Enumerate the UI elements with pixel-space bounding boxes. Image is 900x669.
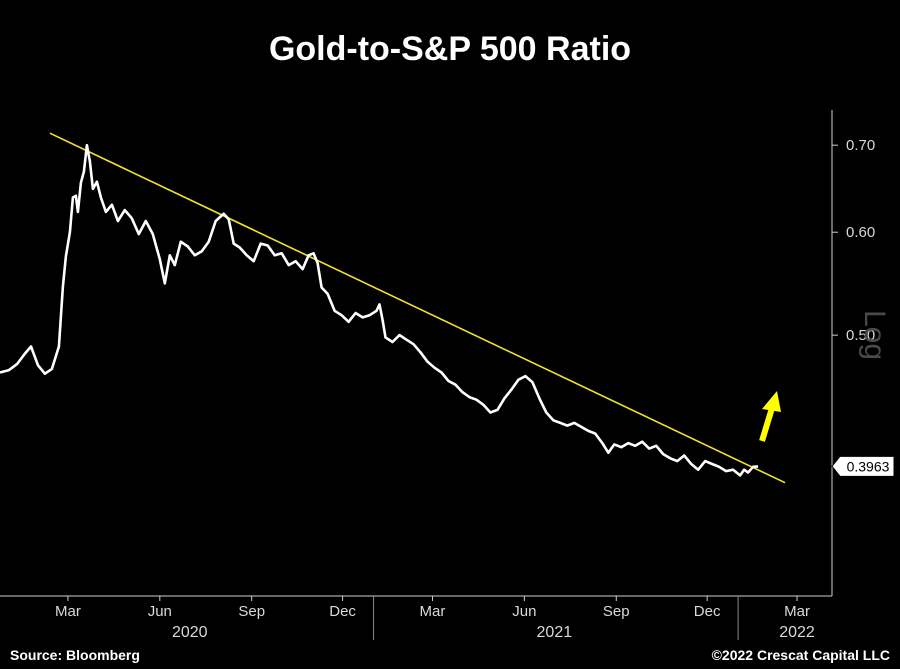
x-tick-label: Dec: [329, 603, 356, 620]
x-tick-label: Sep: [603, 603, 630, 620]
y-tick-label: 0.70: [846, 137, 875, 154]
year-label: 2020: [172, 624, 208, 641]
annotation-layer: 0.3963: [759, 391, 895, 477]
ratio-series-line: [0, 143, 759, 477]
chart-title: Gold-to-S&P 500 Ratio: [269, 30, 631, 68]
series-layer: [0, 143, 759, 477]
x-tick-label: Jun: [148, 603, 172, 620]
last-value-badge: [831, 455, 895, 477]
up-arrow-icon: [762, 391, 781, 412]
log-scale-label: Log: [858, 310, 891, 360]
x-tick-label: Mar: [420, 603, 446, 620]
axes: 0.50 0.60 0.70 Mar Jun Sep Dec Mar Jun Sep Dec Mar 2…: [0, 110, 875, 641]
x-tick-label: Dec: [694, 603, 721, 620]
last-value-label: 0.3963: [847, 458, 890, 474]
y-tick-label: 0.50: [846, 327, 875, 344]
source-note: Source: Bloomberg: [10, 647, 140, 663]
x-tick-label: Sep: [238, 603, 265, 620]
up-arrow-shaft: [759, 407, 775, 442]
y-tick-label: 0.60: [846, 224, 875, 241]
copyright-note: ©2022 Crescat Capital LLC: [712, 647, 890, 663]
year-label: 2022: [779, 624, 815, 641]
x-tick-label: Mar: [784, 603, 810, 620]
trend-line: [49, 132, 786, 484]
x-tick-label: Mar: [55, 603, 81, 620]
year-label: 2021: [537, 624, 573, 641]
x-tick-label: Jun: [512, 603, 536, 620]
trend-line-layer: [49, 132, 786, 484]
